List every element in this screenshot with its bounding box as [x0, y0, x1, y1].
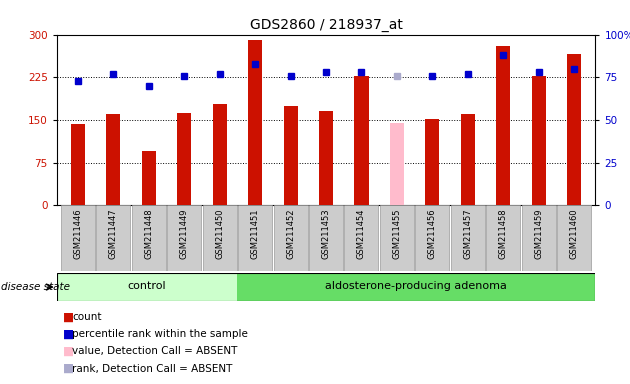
- Bar: [496, 46, 510, 205]
- Text: GSM211448: GSM211448: [144, 208, 153, 259]
- Text: percentile rank within the sample: percentile rank within the sample: [72, 329, 248, 339]
- Bar: [57, 273, 238, 301]
- Bar: [284, 106, 298, 205]
- Bar: [345, 205, 379, 271]
- Text: GSM211458: GSM211458: [499, 208, 508, 259]
- Text: GSM211451: GSM211451: [251, 208, 260, 258]
- Text: GSM211459: GSM211459: [534, 208, 543, 258]
- Bar: [106, 114, 120, 205]
- Text: rank, Detection Call = ABSENT: rank, Detection Call = ABSENT: [72, 364, 233, 374]
- Text: ■: ■: [63, 345, 74, 358]
- Text: GSM211452: GSM211452: [286, 208, 295, 258]
- Bar: [390, 123, 404, 205]
- Bar: [567, 55, 581, 205]
- Bar: [71, 124, 85, 205]
- Text: GSM211447: GSM211447: [109, 208, 118, 259]
- Bar: [319, 111, 333, 205]
- Bar: [486, 205, 520, 271]
- Text: disease state: disease state: [1, 282, 71, 292]
- Bar: [167, 205, 201, 271]
- Bar: [132, 205, 166, 271]
- Bar: [142, 151, 156, 205]
- Text: aldosterone-producing adenoma: aldosterone-producing adenoma: [326, 281, 507, 291]
- Text: GSM211449: GSM211449: [180, 208, 189, 258]
- Text: ■: ■: [63, 362, 74, 375]
- Text: GSM211460: GSM211460: [570, 208, 578, 259]
- Bar: [213, 104, 227, 205]
- Text: GSM211454: GSM211454: [357, 208, 366, 258]
- Text: GSM211453: GSM211453: [321, 208, 331, 259]
- Bar: [532, 76, 546, 205]
- Bar: [557, 205, 591, 271]
- Bar: [96, 205, 130, 271]
- Bar: [425, 119, 440, 205]
- Text: GSM211456: GSM211456: [428, 208, 437, 259]
- Bar: [61, 205, 95, 271]
- Bar: [451, 205, 485, 271]
- Bar: [461, 114, 475, 205]
- Text: value, Detection Call = ABSENT: value, Detection Call = ABSENT: [72, 346, 238, 356]
- Bar: [380, 205, 414, 271]
- Bar: [203, 205, 237, 271]
- Bar: [309, 205, 343, 271]
- Title: GDS2860 / 218937_at: GDS2860 / 218937_at: [249, 18, 403, 32]
- Text: control: control: [128, 281, 166, 291]
- Text: ■: ■: [63, 310, 74, 323]
- Bar: [238, 205, 272, 271]
- Text: GSM211446: GSM211446: [74, 208, 83, 259]
- Bar: [177, 113, 192, 205]
- Text: GSM211450: GSM211450: [215, 208, 224, 258]
- Bar: [415, 205, 449, 271]
- Text: GSM211455: GSM211455: [392, 208, 401, 258]
- Bar: [522, 205, 556, 271]
- Bar: [248, 40, 262, 205]
- Bar: [238, 273, 595, 301]
- Text: count: count: [72, 312, 102, 322]
- Bar: [273, 205, 307, 271]
- Bar: [354, 76, 369, 205]
- Text: GSM211457: GSM211457: [463, 208, 472, 259]
- Text: ■: ■: [63, 328, 74, 341]
